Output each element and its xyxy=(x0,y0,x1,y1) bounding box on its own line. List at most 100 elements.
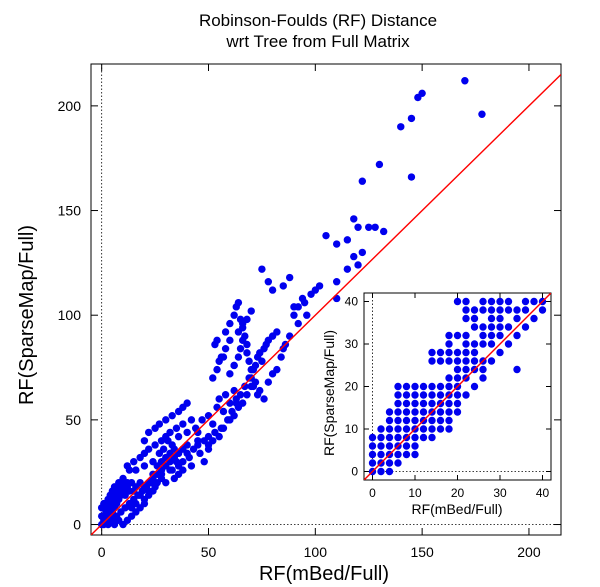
inset-data-point xyxy=(385,433,394,442)
main-data-point xyxy=(290,311,298,319)
main-data-point xyxy=(234,328,243,336)
main-data-point xyxy=(166,466,174,474)
inset-data-point xyxy=(402,425,411,433)
main-data-point xyxy=(221,344,230,353)
inset-data-point xyxy=(411,408,419,416)
inset-data-point xyxy=(411,450,419,459)
main-data-point xyxy=(232,399,240,407)
main-data-point xyxy=(209,374,217,382)
inset-data-point xyxy=(394,425,402,433)
inset-data-point xyxy=(504,306,513,314)
main-data-point xyxy=(97,512,106,520)
main-data-point xyxy=(97,504,106,512)
inset-data-point xyxy=(368,450,377,459)
main-data-point xyxy=(358,248,367,257)
main-data-point xyxy=(219,407,228,416)
main-data-point xyxy=(119,474,127,483)
main-data-point xyxy=(322,231,330,240)
main-data-point xyxy=(132,466,140,474)
main-data-point xyxy=(354,223,362,231)
inset-data-point xyxy=(445,331,453,340)
main-data-point xyxy=(332,278,341,286)
main-data-point xyxy=(200,458,208,466)
main-data-point xyxy=(213,336,221,345)
main-data-point xyxy=(215,395,223,403)
main-data-point xyxy=(179,420,187,428)
inset-data-point xyxy=(521,297,530,306)
main-y-tick-label: 200 xyxy=(58,98,82,114)
inset-data-point xyxy=(479,306,487,314)
main-data-point xyxy=(196,449,204,458)
inset-data-point xyxy=(453,374,462,382)
main-data-point xyxy=(375,160,384,169)
main-data-point xyxy=(209,420,217,428)
main-data-point xyxy=(144,428,153,437)
inset-data-point xyxy=(453,391,462,399)
inset-data-point xyxy=(428,348,436,357)
main-data-point xyxy=(247,307,255,315)
inset-data-point xyxy=(377,433,385,442)
main-y-tick-label: 150 xyxy=(58,203,82,219)
main-data-point xyxy=(418,89,426,98)
inset-data-point xyxy=(436,408,445,416)
main-data-point xyxy=(187,416,196,424)
inset-data-point xyxy=(428,416,436,425)
inset-x-tick-label: 40 xyxy=(536,486,550,500)
main-data-point xyxy=(258,265,266,273)
inset-data-point xyxy=(487,331,496,340)
inset-points xyxy=(364,293,551,480)
inset-data-point xyxy=(411,382,419,391)
main-data-point xyxy=(358,177,367,185)
main-data-point xyxy=(179,458,187,466)
inset-data-point xyxy=(462,314,470,323)
inset-data-point xyxy=(445,416,453,425)
inset-data-point xyxy=(462,391,470,399)
main-data-point xyxy=(211,428,219,437)
inset-x-tick-label: 0 xyxy=(369,486,376,500)
main-data-point xyxy=(183,399,191,407)
inset-data-point xyxy=(487,297,496,306)
inset-data-point xyxy=(530,314,538,323)
inset-reference-line xyxy=(364,293,551,480)
main-data-point xyxy=(155,420,164,428)
main-data-point xyxy=(130,458,138,466)
main-data-point xyxy=(277,353,285,361)
main-data-point xyxy=(371,223,379,231)
inset-data-point xyxy=(428,391,436,399)
inset-data-point xyxy=(411,433,419,442)
inset-data-point xyxy=(521,323,530,331)
main-data-point xyxy=(234,298,243,307)
main-data-point xyxy=(243,349,251,357)
main-data-point xyxy=(140,437,149,445)
main-data-point xyxy=(407,114,416,123)
main-data-point xyxy=(354,261,362,269)
main-data-point xyxy=(224,416,232,424)
inset-data-point xyxy=(462,340,470,348)
inset-data-point xyxy=(402,382,411,391)
main-data-point xyxy=(243,391,251,399)
inset-data-point xyxy=(445,382,453,391)
main-data-point xyxy=(194,437,202,445)
inset-y-tick-label: 30 xyxy=(345,337,359,351)
inset-data-point xyxy=(479,340,487,348)
inset-data-point xyxy=(402,408,411,416)
inset-data-point xyxy=(479,323,487,331)
main-data-point xyxy=(258,357,266,365)
main-data-point xyxy=(226,319,234,328)
inset-data-point xyxy=(377,450,385,459)
inset-data-point xyxy=(453,399,462,408)
main-data-point xyxy=(149,458,157,466)
main-data-point xyxy=(294,319,302,328)
inset-data-point xyxy=(419,391,428,399)
main-data-point xyxy=(136,491,144,499)
inset-data-point xyxy=(402,416,411,425)
inset-x-tick-label: 30 xyxy=(493,486,507,500)
inset-data-point xyxy=(445,425,453,433)
inset-data-point xyxy=(385,442,394,450)
inset-data-point xyxy=(411,442,419,450)
inset-data-point xyxy=(470,314,479,323)
main-data-point xyxy=(300,298,309,307)
inset-data-point xyxy=(453,348,462,357)
main-x-tick-label: 100 xyxy=(304,544,328,560)
main-data-point xyxy=(125,466,134,474)
